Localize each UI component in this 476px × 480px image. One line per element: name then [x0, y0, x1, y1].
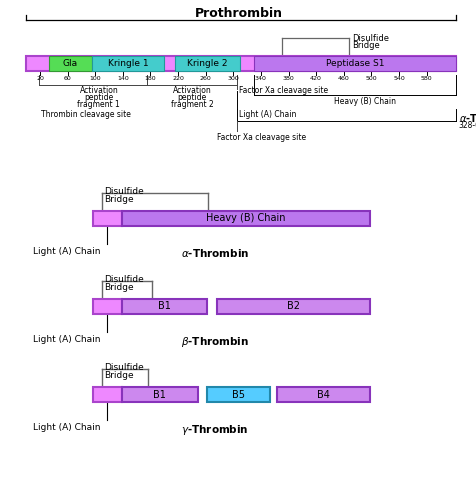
Text: 500: 500 [365, 76, 377, 81]
Text: 300: 300 [227, 76, 238, 81]
Text: Light (A) Chain: Light (A) Chain [33, 247, 101, 256]
Text: 140: 140 [117, 76, 129, 81]
Bar [276, 387, 369, 402]
Text: 380: 380 [282, 76, 294, 81]
Text: fragment 1: fragment 1 [77, 100, 120, 109]
Text: Disulfide: Disulfide [104, 187, 144, 196]
Text: Bridge: Bridge [104, 283, 134, 292]
Text: Peptidase S1: Peptidase S1 [325, 59, 383, 68]
Bar [93, 299, 121, 314]
Text: Bridge: Bridge [104, 372, 134, 380]
Text: Disulfide: Disulfide [104, 275, 144, 284]
Bar [91, 56, 164, 71]
Text: 60: 60 [64, 76, 71, 81]
Text: B2: B2 [286, 301, 299, 311]
Bar [49, 56, 91, 71]
Bar [217, 299, 369, 314]
Text: peptide: peptide [84, 93, 113, 102]
Text: 100: 100 [89, 76, 101, 81]
Text: Bridge: Bridge [104, 195, 134, 204]
Text: Kringle 2: Kringle 2 [187, 59, 227, 68]
Bar [207, 387, 269, 402]
Text: Disulfide: Disulfide [351, 34, 388, 43]
Text: 328-622: 328-622 [457, 120, 476, 130]
Text: Prothrombin: Prothrombin [194, 7, 282, 20]
Text: 420: 420 [309, 76, 321, 81]
Text: B5: B5 [231, 390, 245, 399]
Text: 340: 340 [255, 76, 266, 81]
Text: Light (A) Chain: Light (A) Chain [239, 110, 296, 119]
Text: Gla: Gla [63, 59, 78, 68]
Bar [121, 387, 198, 402]
Text: $\gamma$-Thrombin: $\gamma$-Thrombin [181, 423, 248, 437]
Text: $\alpha$-Thrombin: $\alpha$-Thrombin [457, 112, 476, 124]
Text: Heavy (B) Chain: Heavy (B) Chain [333, 97, 395, 106]
Text: $\alpha$-Thrombin: $\alpha$-Thrombin [181, 247, 249, 259]
Text: 460: 460 [337, 76, 349, 81]
Text: B1: B1 [158, 301, 170, 311]
Text: Thrombin cleavage site: Thrombin cleavage site [40, 110, 130, 119]
Text: Activation: Activation [172, 86, 211, 95]
Text: Activation: Activation [79, 86, 118, 95]
Text: 20: 20 [36, 76, 44, 81]
Text: Heavy (B) Chain: Heavy (B) Chain [206, 214, 285, 223]
Bar [93, 211, 121, 226]
Text: $\beta$-Thrombin: $\beta$-Thrombin [181, 335, 249, 349]
Text: fragment 2: fragment 2 [170, 100, 213, 109]
Bar [253, 56, 455, 71]
Text: Light (A) Chain: Light (A) Chain [33, 423, 101, 432]
Bar [174, 56, 240, 71]
Bar [93, 387, 121, 402]
Text: B4: B4 [316, 390, 329, 399]
Text: peptide: peptide [177, 93, 207, 102]
Bar [26, 56, 455, 71]
Text: 220: 220 [172, 76, 184, 81]
Text: Disulfide: Disulfide [104, 363, 144, 372]
Text: Kringle 1: Kringle 1 [108, 59, 148, 68]
Text: 540: 540 [392, 76, 404, 81]
Bar [121, 211, 369, 226]
Text: Light (A) Chain: Light (A) Chain [33, 335, 101, 344]
Text: Factor Xa cleavage site: Factor Xa cleavage site [217, 133, 306, 142]
Text: 180: 180 [144, 76, 156, 81]
Bar [121, 299, 207, 314]
Text: 260: 260 [199, 76, 211, 81]
Text: B1: B1 [153, 390, 166, 399]
Text: Bridge: Bridge [351, 41, 379, 50]
Text: Factor Xa cleavage site: Factor Xa cleavage site [239, 86, 328, 95]
Text: 580: 580 [420, 76, 431, 81]
